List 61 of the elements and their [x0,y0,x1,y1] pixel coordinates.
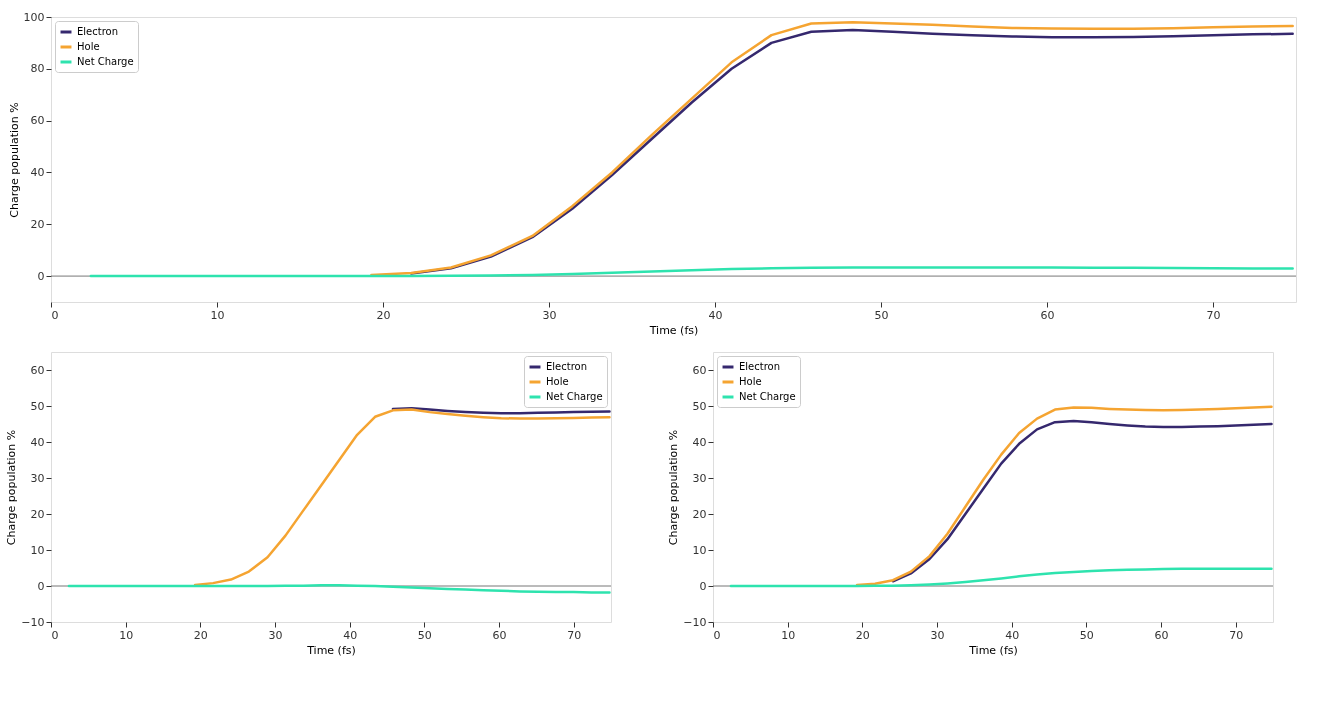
y-axis-title: Charge population % [5,429,19,546]
y-axis-title: Charge population % [7,102,21,218]
legend-label: Hole [546,376,569,387]
x-tick-label: 10 [119,628,134,642]
x-tick-label: 20 [855,628,870,642]
x-tick-label: 60 [492,628,507,642]
y-tick-label: 0 [37,269,45,283]
x-tick-label: 20 [376,308,391,322]
legend-label: Net Charge [739,391,796,402]
y-tick-label: 60 [30,363,45,377]
x-tick-label: 60 [1154,628,1169,642]
y-tick-label: 50 [692,399,707,413]
x-tick-label: 30 [930,628,945,642]
x-axis-title: Time (fs) [306,643,356,657]
y-tick-label: 20 [692,507,707,521]
y-tick-label: 0 [699,579,707,593]
y-tick-label: 50 [30,399,45,413]
x-axis-title: Time (fs) [648,323,699,337]
y-tick-label: 0 [37,579,45,593]
x-tick-label: 40 [1005,628,1020,642]
y-tick-label: 80 [30,62,45,76]
y-axis-title: Charge population % [667,429,681,546]
y-tick-label: 30 [692,471,707,485]
x-tick-label: 40 [343,628,358,642]
y-tick-label: −10 [21,615,45,629]
legend-label: Hole [77,41,100,52]
x-tick-label: 70 [567,628,582,642]
y-tick-label: 20 [30,507,45,521]
legend-label: Net Charge [546,391,603,402]
y-tick-label: 100 [23,10,45,24]
x-tick-label: 0 [713,628,721,642]
x-tick-label: 0 [51,628,59,642]
legend-label: Net Charge [77,56,134,67]
x-tick-label: 0 [51,308,59,322]
x-tick-label: 30 [268,628,283,642]
y-tick-label: 30 [30,471,45,485]
x-tick-label: 60 [1040,308,1055,322]
legend-label: Electron [739,361,781,372]
x-tick-label: 50 [1079,628,1094,642]
y-tick-label: 10 [30,543,45,557]
y-tick-label: 60 [692,363,707,377]
x-tick-label: 40 [708,308,723,322]
y-tick-label: 60 [30,114,45,128]
x-axis-title: Time (fs) [968,643,1018,657]
legend-label: Electron [546,361,588,372]
x-tick-label: 70 [1229,628,1244,642]
x-tick-label: 30 [542,308,557,322]
x-tick-label: 20 [193,628,208,642]
legend-label: Hole [739,376,762,387]
x-tick-label: 10 [210,308,225,322]
y-tick-label: 40 [30,165,45,179]
y-tick-label: −10 [683,615,707,629]
x-tick-label: 70 [1206,308,1221,322]
legend-label: Electron [77,26,119,37]
x-tick-label: 50 [417,628,432,642]
y-tick-label: 20 [30,217,45,231]
x-tick-label: 10 [781,628,796,642]
x-tick-label: 50 [874,308,889,322]
y-tick-label: 40 [692,435,707,449]
y-tick-label: 10 [692,543,707,557]
y-tick-label: 40 [30,435,45,449]
